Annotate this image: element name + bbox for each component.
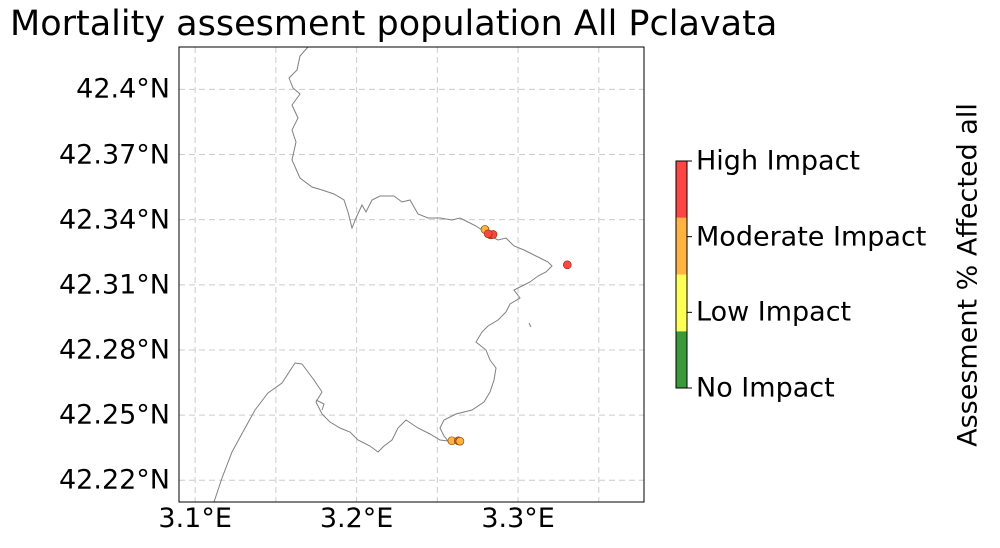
map-title: Mortality assesment population All Pclav… xyxy=(10,4,778,44)
map-frame xyxy=(178,46,645,503)
lon-tick-label: 3.2°E xyxy=(319,503,394,534)
colorbar-segment-0 xyxy=(676,331,687,388)
islet-1 xyxy=(528,322,532,328)
colorbar-frame xyxy=(675,160,688,389)
colorbar-segment-2 xyxy=(676,217,687,275)
lat-tick-label: 42.31°N xyxy=(59,269,170,301)
lat-tick-label: 42.28°N xyxy=(59,334,170,366)
survey-points xyxy=(447,225,572,446)
lat-tick-label: 42.25°N xyxy=(59,399,170,431)
survey-point-3 xyxy=(483,229,493,239)
islet-2 xyxy=(315,399,325,411)
colorbar-title: Assesment % Affected all xyxy=(952,103,984,447)
survey-point-4 xyxy=(563,260,572,270)
lon-tick-label: 3.1°E xyxy=(158,503,232,534)
coastline xyxy=(213,46,553,503)
colorbar xyxy=(675,160,692,389)
lon-tick-label: 3.3°E xyxy=(481,503,555,534)
lat-tick-label: 42.4°N xyxy=(76,73,170,105)
grid-lines xyxy=(179,47,644,502)
lat-tick-label: 42.34°N xyxy=(59,204,170,236)
coastline-south xyxy=(213,362,303,503)
colorbar-segment-1 xyxy=(676,274,687,332)
colorbar-level-label: High Impact xyxy=(696,145,861,177)
colorbar-level-label: No Impact xyxy=(696,372,835,404)
colorbar-segment-3 xyxy=(676,161,687,218)
lat-tick-label: 42.22°N xyxy=(59,464,170,496)
colorbar-level-label: Moderate Impact xyxy=(696,221,927,253)
lat-tick-label: 42.37°N xyxy=(59,139,170,170)
survey-point-7 xyxy=(455,436,465,446)
colorbar-level-label: Low Impact xyxy=(696,296,852,328)
coastline-main xyxy=(288,46,553,453)
